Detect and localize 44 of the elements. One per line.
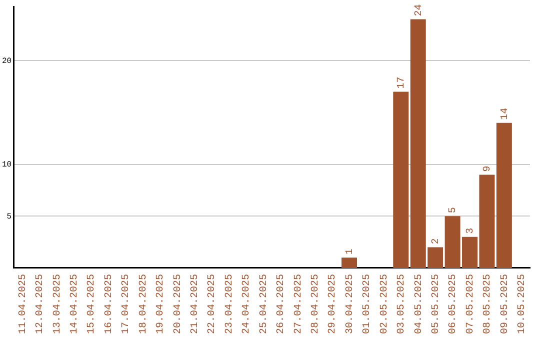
x-tick-label: 19.04.2025 — [156, 274, 167, 334]
x-tick-label: 02.05.2025 — [379, 274, 390, 334]
x-tick-label: 18.04.2025 — [138, 274, 150, 334]
x-tick-label: 06.05.2025 — [448, 274, 460, 334]
x-tick-label: 25.04.2025 — [258, 274, 270, 334]
x-tick-label: 01.05.2025 — [362, 274, 374, 334]
y-tick-label: 20 — [2, 56, 12, 66]
data-label: 17 — [396, 76, 408, 89]
data-label: 5 — [448, 207, 460, 214]
x-tick-label: 16.04.2025 — [104, 274, 115, 334]
x-tick-label: 29.04.2025 — [328, 274, 339, 334]
x-tick-label: 17.04.2025 — [121, 274, 132, 334]
x-tick-label: 07.05.2025 — [465, 274, 476, 334]
bar — [342, 258, 358, 268]
bar — [496, 122, 512, 268]
x-tick-label: 22.04.2025 — [207, 274, 218, 334]
x-tick-label: 30.04.2025 — [344, 274, 356, 334]
data-label: 2 — [430, 238, 442, 244]
x-tick-label: 27.04.2025 — [293, 274, 304, 334]
x-tick-label: 14.04.2025 — [69, 274, 80, 334]
x-tick-label: 15.04.2025 — [86, 274, 98, 334]
x-tick-label: 26.04.2025 — [276, 274, 288, 334]
x-tick-label: 08.05.2025 — [482, 274, 494, 334]
y-tick-label: 10 — [2, 160, 12, 170]
bar — [393, 92, 409, 268]
x-tick-label: 04.05.2025 — [414, 274, 425, 334]
y-tick-label: 5 — [6, 212, 12, 222]
x-tick-label: 23.04.2025 — [224, 274, 236, 334]
x-tick-label: 09.05.2025 — [500, 274, 511, 334]
x-tick-label: 24.04.2025 — [242, 274, 253, 334]
x-tick-label: 12.04.2025 — [35, 274, 46, 334]
data-label: 3 — [465, 228, 476, 234]
x-tick-label: 21.04.2025 — [190, 274, 201, 334]
x-tick-label: 20.04.2025 — [172, 274, 184, 334]
data-label: 24 — [414, 4, 425, 16]
data-label: 9 — [482, 166, 494, 172]
x-tick-label: 03.05.2025 — [396, 274, 408, 334]
x-tick-label: 11.04.2025 — [18, 274, 29, 334]
data-label: 1 — [344, 248, 356, 255]
data-label: 14 — [500, 108, 511, 120]
x-tick-label: 28.04.2025 — [310, 274, 322, 334]
x-tick-label: 10.05.2025 — [517, 274, 528, 334]
x-tick-label: 05.05.2025 — [430, 274, 442, 334]
x-tick-label: 13.04.2025 — [52, 274, 64, 334]
